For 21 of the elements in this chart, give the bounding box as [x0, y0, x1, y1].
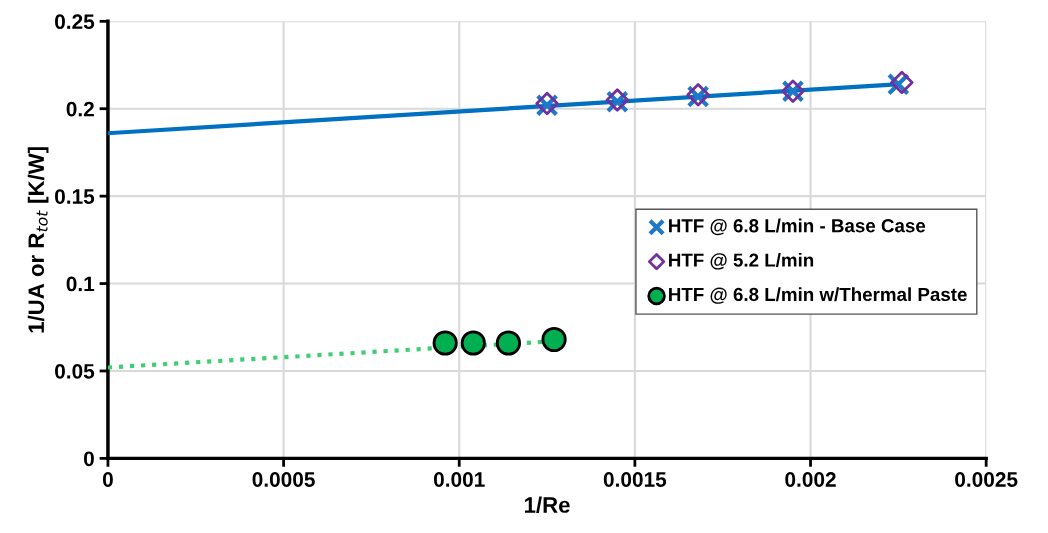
x-tick-label: 0 [102, 472, 113, 487]
x-axis-title: 1/Re [524, 496, 570, 514]
y-tick-label: 0.2 [66, 101, 94, 117]
legend-label: HTF @ 6.8 L/min - Base Case [669, 218, 926, 236]
y-tick-label: 0.25 [55, 14, 95, 30]
point [541, 326, 567, 353]
x-tick-label: 0.0015 [603, 472, 667, 487]
y-tick-label: 0.15 [55, 189, 95, 204]
y-axis-title: 1/UA or R$_{tot}$ [K/W] [27, 147, 49, 333]
legend-label: HTF @ 5.2 L/min [669, 252, 814, 270]
y-tick-label: 0.05 [55, 363, 95, 379]
x-tick-label: 0.0025 [955, 472, 1018, 487]
point [460, 330, 486, 356]
point [432, 330, 458, 356]
legend-label: HTF @ 6.8 L/min w/Thermal Paste [669, 287, 967, 304]
x-tick-label: 0.002 [785, 472, 836, 487]
y-tick-label: 0 [83, 451, 94, 467]
x-tick-label: 0.001 [433, 472, 485, 487]
y-tick-label: 0.1 [66, 276, 95, 292]
x-tick-label: 0.0005 [252, 472, 315, 487]
point [495, 330, 521, 356]
